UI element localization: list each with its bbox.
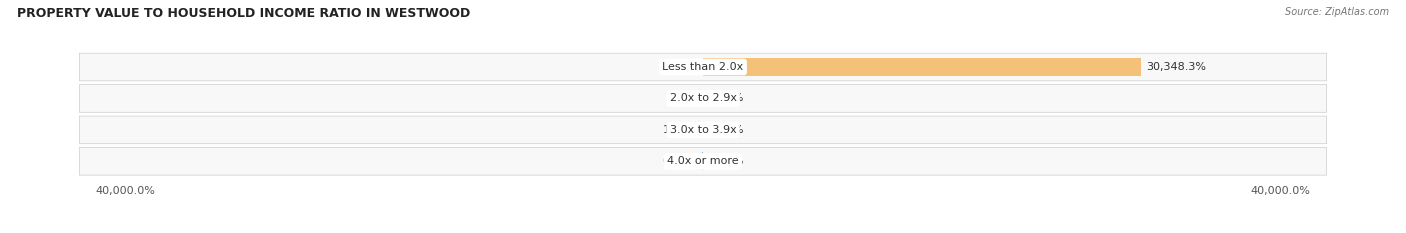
- Text: 4.0x or more: 4.0x or more: [668, 156, 738, 166]
- Text: 3.0x to 3.9x: 3.0x to 3.9x: [669, 125, 737, 135]
- Text: 9.1%: 9.1%: [669, 93, 699, 103]
- Text: 63.0%: 63.0%: [662, 156, 697, 166]
- Text: 30,348.3%: 30,348.3%: [1146, 62, 1206, 72]
- Bar: [703, 58, 1142, 76]
- Text: 20.2%: 20.2%: [707, 156, 744, 166]
- Text: 23.4%: 23.4%: [709, 125, 744, 135]
- FancyBboxPatch shape: [79, 147, 1327, 175]
- Text: 12.4%: 12.4%: [662, 125, 699, 135]
- Text: Source: ZipAtlas.com: Source: ZipAtlas.com: [1285, 7, 1389, 17]
- Text: 15.6%: 15.6%: [662, 62, 699, 72]
- FancyBboxPatch shape: [79, 53, 1327, 81]
- Legend: Without Mortgage, With Mortgage: Without Mortgage, With Mortgage: [588, 232, 818, 233]
- FancyBboxPatch shape: [79, 85, 1327, 112]
- Text: PROPERTY VALUE TO HOUSEHOLD INCOME RATIO IN WESTWOOD: PROPERTY VALUE TO HOUSEHOLD INCOME RATIO…: [17, 7, 470, 20]
- Text: 23.1%: 23.1%: [709, 93, 744, 103]
- Text: Less than 2.0x: Less than 2.0x: [662, 62, 744, 72]
- Text: 2.0x to 2.9x: 2.0x to 2.9x: [669, 93, 737, 103]
- FancyBboxPatch shape: [79, 116, 1327, 144]
